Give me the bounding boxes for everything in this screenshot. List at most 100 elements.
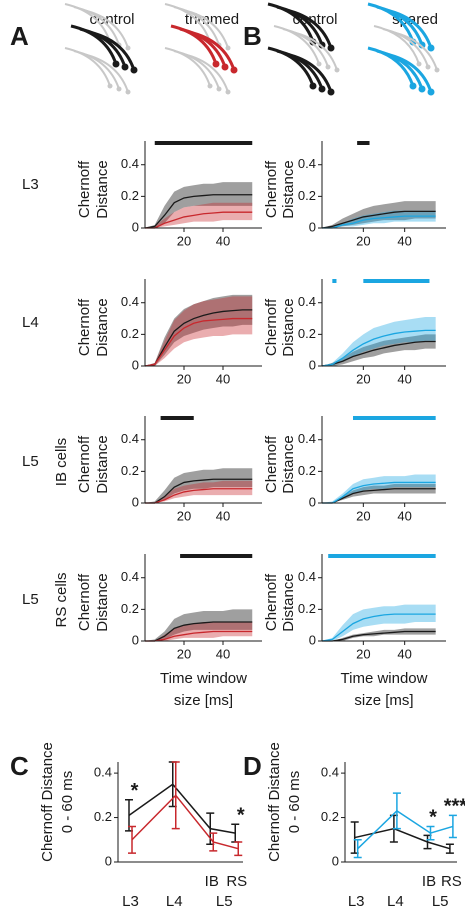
x-tick-label: 40 bbox=[216, 646, 230, 661]
line bbox=[322, 481, 436, 504]
error-bar bbox=[353, 839, 362, 859]
y-axis-label: Chernoff bbox=[76, 573, 93, 631]
y-tick-label: 0 bbox=[132, 219, 139, 234]
x-tick-label: 40 bbox=[216, 371, 230, 386]
x-group-label: L5 bbox=[432, 893, 449, 910]
y-tick-label: 0.2 bbox=[121, 326, 139, 341]
x-tick-label: 20 bbox=[177, 233, 191, 248]
y-tick-label: 0.4 bbox=[121, 156, 139, 171]
band bbox=[145, 480, 253, 503]
whisker-base bbox=[230, 66, 238, 74]
x-tick-label: L4 bbox=[166, 893, 183, 910]
y-tick-label: 0.2 bbox=[321, 809, 339, 824]
y-axis-label: Distance bbox=[280, 298, 297, 356]
y-tick-label: 0 bbox=[132, 494, 139, 509]
y-axis-label: Chernoff Distance bbox=[266, 742, 283, 862]
y-axis-label: Distance bbox=[94, 573, 111, 631]
panel-label: B bbox=[243, 21, 262, 51]
y-axis-label: Chernoff bbox=[263, 573, 280, 631]
line bbox=[322, 488, 436, 504]
error-bar bbox=[171, 761, 180, 830]
whisker-base bbox=[325, 64, 331, 70]
whisker-base bbox=[418, 41, 426, 49]
y-axis-label: Distance bbox=[280, 573, 297, 631]
y-tick-label: 0 bbox=[332, 853, 339, 868]
x-axis-label: Time window bbox=[341, 670, 428, 687]
band bbox=[322, 316, 436, 366]
y-axis-label: Chernoff bbox=[76, 435, 93, 493]
y-tick-label: 0 bbox=[132, 632, 139, 647]
panel-label: C bbox=[10, 751, 29, 781]
band bbox=[145, 182, 253, 228]
y-axis-label: Distance bbox=[94, 160, 111, 218]
whisker-base bbox=[418, 85, 426, 93]
row-label: L3 bbox=[22, 176, 39, 193]
line bbox=[321, 340, 436, 367]
x-tick-label: 20 bbox=[177, 508, 191, 523]
y-tick-label: 0.4 bbox=[121, 569, 139, 584]
whisker-base bbox=[309, 82, 317, 90]
line bbox=[131, 794, 239, 850]
whisker-base bbox=[125, 89, 131, 95]
y-axis-label: 0 - 60 ms bbox=[286, 771, 303, 834]
line bbox=[145, 211, 253, 229]
x-tick-label: IB bbox=[422, 873, 436, 890]
error-bar bbox=[209, 832, 218, 852]
whisker bbox=[367, 2, 415, 43]
y-tick-label: 0.4 bbox=[298, 431, 316, 446]
whisker bbox=[273, 25, 320, 65]
panel-label: D bbox=[243, 751, 262, 781]
y-tick-label: 0.2 bbox=[121, 601, 139, 616]
band bbox=[322, 604, 436, 641]
line bbox=[321, 210, 436, 229]
row-label: L5 bbox=[22, 453, 39, 470]
whisker bbox=[64, 3, 111, 43]
band bbox=[145, 202, 253, 228]
whisker-base bbox=[425, 64, 431, 70]
whisker-base bbox=[216, 86, 222, 92]
y-tick-label: 0.4 bbox=[321, 765, 339, 780]
line bbox=[145, 488, 253, 504]
whisker-base bbox=[116, 86, 122, 92]
band bbox=[145, 294, 253, 366]
y-tick-label: 0.2 bbox=[298, 463, 316, 478]
line bbox=[128, 783, 236, 834]
line bbox=[321, 613, 436, 642]
whisker-base bbox=[316, 61, 322, 67]
row-label: IB cells bbox=[53, 438, 70, 486]
x-tick-label: 40 bbox=[397, 508, 411, 523]
y-axis-label: 0 - 60 ms bbox=[59, 771, 76, 834]
x-tick-label: L3 bbox=[122, 893, 139, 910]
whisker-base bbox=[318, 41, 326, 49]
y-axis-label: Distance bbox=[94, 435, 111, 493]
y-tick-label: 0 bbox=[132, 357, 139, 372]
x-tick-label: RS bbox=[226, 873, 247, 890]
y-tick-label: 0.2 bbox=[121, 188, 139, 203]
whisker-base bbox=[112, 60, 120, 68]
whisker-base bbox=[121, 63, 129, 71]
y-tick-label: 0.4 bbox=[121, 431, 139, 446]
whisker-base bbox=[212, 60, 220, 68]
whisker-base bbox=[125, 45, 131, 51]
x-tick-label: 20 bbox=[356, 371, 370, 386]
whisker bbox=[373, 25, 420, 65]
y-tick-label: 0 bbox=[105, 853, 112, 868]
band bbox=[322, 474, 436, 503]
line bbox=[322, 630, 436, 642]
y-axis-label: Chernoff bbox=[263, 160, 280, 218]
y-tick-label: 0.2 bbox=[298, 188, 316, 203]
error-bar bbox=[234, 841, 243, 857]
y-tick-label: 0.4 bbox=[94, 765, 112, 780]
y-axis-label: Chernoff bbox=[263, 298, 280, 356]
line bbox=[357, 809, 454, 850]
error-bar bbox=[128, 825, 136, 854]
y-axis-label: Chernoff bbox=[76, 160, 93, 218]
significance-star: *** bbox=[444, 796, 465, 818]
whisker-base bbox=[107, 83, 113, 89]
row-label: RS cells bbox=[53, 572, 70, 627]
whisker bbox=[70, 24, 118, 65]
error-bar bbox=[426, 825, 435, 841]
significance-star: * bbox=[429, 807, 437, 829]
line bbox=[145, 630, 253, 642]
